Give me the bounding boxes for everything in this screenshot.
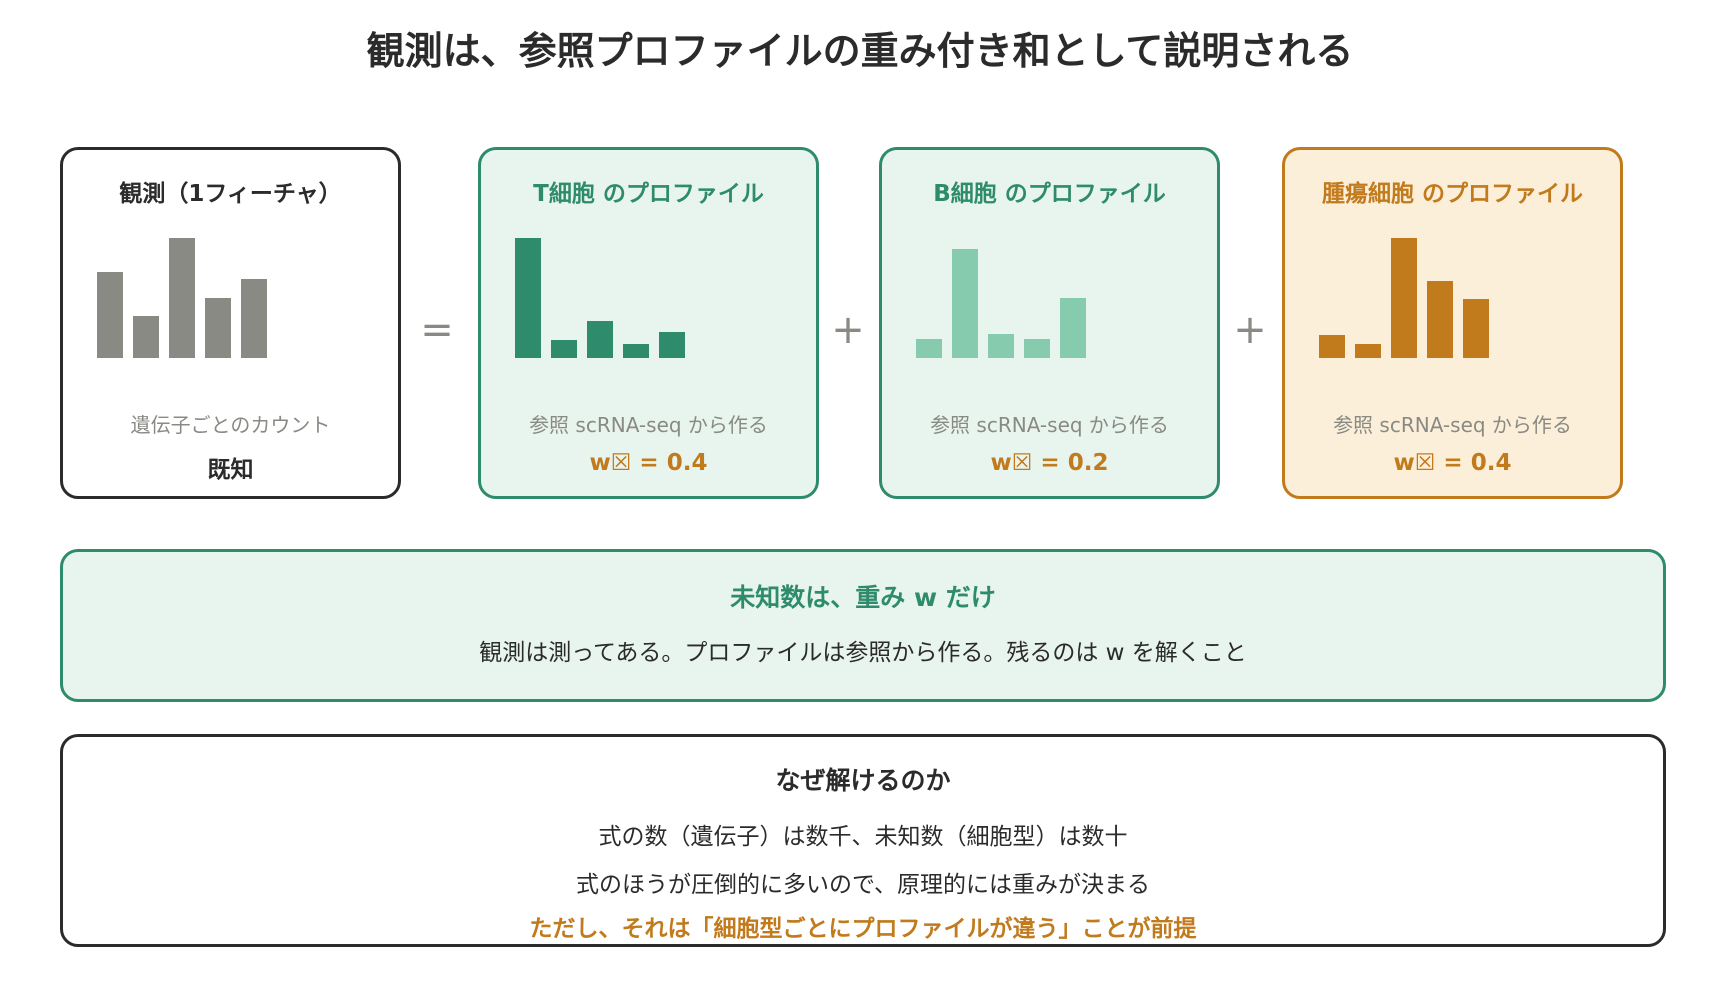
b-cell-card-title: B細胞 のプロファイル [933,181,1166,207]
profile-bar [1024,339,1050,358]
t-cell-profile-card: T細胞 のプロファイル 参照 scRNA-seq から作る w☒ = 0.4 [478,147,819,499]
profile-bar [1427,281,1453,358]
profile-bar [241,279,267,358]
why-panel-title: なぜ解けるのか [775,766,951,795]
equals-sign: = [420,307,454,353]
why-solvable-panel: なぜ解けるのか 式の数（遺伝子）は数千、未知数（細胞型）は数十 式のほうが圧倒的… [60,734,1666,947]
profile-bar [659,332,685,358]
profile-bar [1060,298,1086,358]
unknown-panel-title: 未知数は、重み w だけ [730,583,996,612]
unknown-weights-panel: 未知数は、重み w だけ 観測は測ってある。プロファイルは参照から作る。残るのは… [60,549,1666,702]
b-cell-profile-card: B細胞 のプロファイル 参照 scRNA-seq から作る w☒ = 0.2 [879,147,1220,499]
profile-bar [952,249,978,358]
observation-known-label: 既知 [207,457,254,483]
t-cell-card-subtitle: 参照 scRNA-seq から作る [529,413,768,437]
profile-bar [169,238,195,358]
profile-bar [1463,299,1489,358]
tumor-cell-bar-chart [1319,238,1591,358]
profile-bar [623,344,649,358]
profile-bar [133,316,159,358]
profile-bar [587,321,613,358]
why-panel-line-3: ただし、それは「細胞型ごとにプロファイルが違う」ことが前提 [529,916,1197,942]
t-cell-card-title: T細胞 のプロファイル [533,181,764,207]
profile-bar [1391,238,1417,358]
why-panel-line-1: 式の数（遺伝子）は数千、未知数（細胞型）は数十 [598,824,1128,850]
profile-bar [551,340,577,358]
unknown-panel-text: 観測は測ってある。プロファイルは参照から作る。残るのは w を解くこと [479,640,1247,666]
tumor-cell-card-title: 腫瘍細胞 のプロファイル [1321,181,1583,207]
profile-bar [916,339,942,358]
observation-card-subtitle: 遺伝子ごとのカウント [130,413,331,437]
profile-bar [988,334,1014,358]
observation-bar-chart [97,238,369,358]
plus-sign-1: + [831,307,865,353]
tumor-cell-card-subtitle: 参照 scRNA-seq から作る [1333,413,1572,437]
profile-bar [97,272,123,358]
t-cell-weight: w☒ = 0.4 [589,450,708,476]
plus-sign-2: + [1233,307,1267,353]
observation-card: 観測（1フィーチャ） 遺伝子ごとのカウント 既知 [60,147,401,499]
profile-bar [1355,344,1381,358]
tumor-cell-profile-card: 腫瘍細胞 のプロファイル 参照 scRNA-seq から作る w☒ = 0.4 [1282,147,1623,499]
profile-bar [1319,335,1345,358]
observation-card-title: 観測（1フィーチャ） [119,181,342,207]
b-cell-bar-chart [916,238,1188,358]
tumor-cell-weight: w☒ = 0.4 [1393,450,1512,476]
profile-bar [515,238,541,358]
page-title: 観測は、参照プロファイルの重み付き和として説明される [366,29,1354,73]
profile-bar [205,298,231,358]
why-panel-line-2: 式のほうが圧倒的に多いので、原理的には重みが決まる [575,872,1151,898]
t-cell-bar-chart [515,238,787,358]
b-cell-card-subtitle: 参照 scRNA-seq から作る [930,413,1169,437]
b-cell-weight: w☒ = 0.2 [990,450,1109,476]
